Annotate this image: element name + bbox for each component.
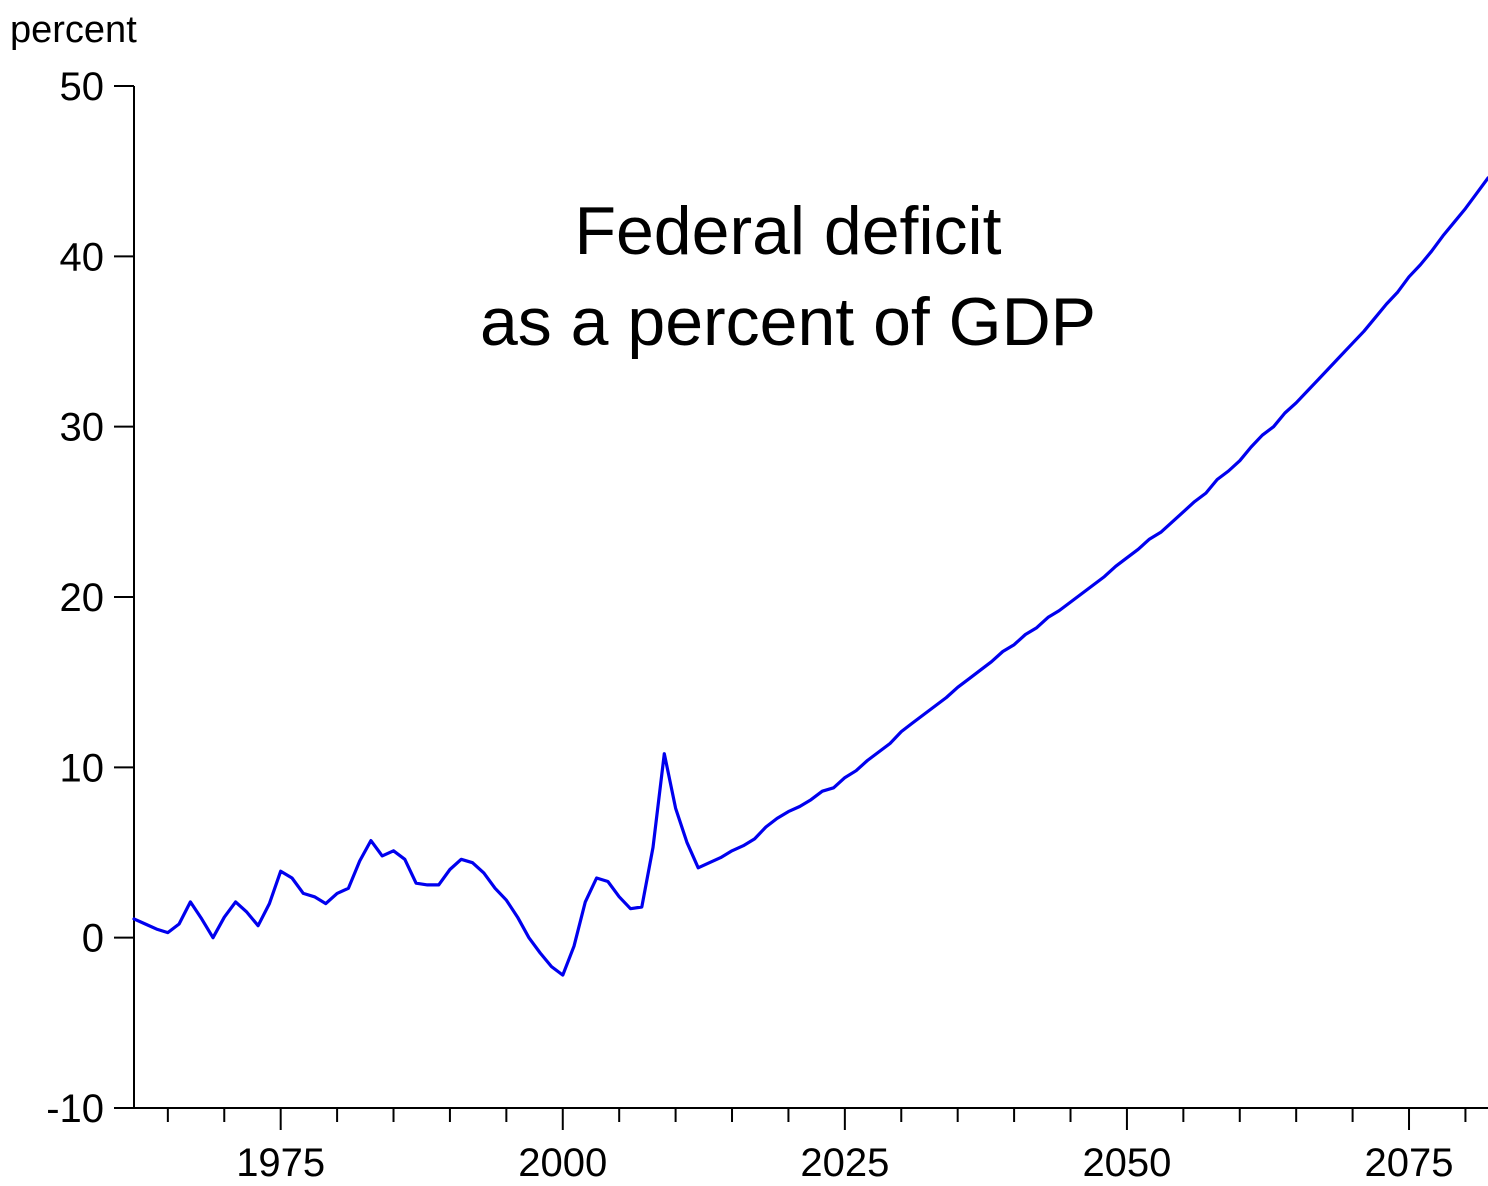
x-tick-label: 2075 bbox=[1365, 1141, 1454, 1185]
y-tick-label: 40 bbox=[60, 235, 105, 279]
chart-title-line-1: Federal deficit bbox=[574, 193, 1001, 269]
y-axis-label: percent bbox=[10, 9, 137, 51]
x-tick-label: 2050 bbox=[1082, 1141, 1171, 1185]
x-tick-label: 1975 bbox=[236, 1141, 325, 1185]
series-layer bbox=[132, 176, 1488, 977]
y-ticks: -10 0 10 20 30 40 50 bbox=[46, 65, 134, 1131]
y-tick-label: -10 bbox=[46, 1087, 104, 1131]
y-tick-label: 0 bbox=[82, 917, 104, 961]
x-ticks: 1975 2000 2025 2050 2075 bbox=[166, 1108, 1467, 1185]
y-tick-label: 30 bbox=[60, 406, 105, 450]
chart-title-line-2: as a percent of GDP bbox=[480, 284, 1096, 360]
x-tick-label: 2000 bbox=[518, 1141, 607, 1185]
y-tick-label: 50 bbox=[60, 65, 105, 109]
x-tick-label: 2025 bbox=[800, 1141, 889, 1185]
y-tick-label: 10 bbox=[60, 746, 105, 790]
series-line-deficit bbox=[132, 176, 1488, 977]
y-tick-label: 20 bbox=[60, 576, 105, 620]
